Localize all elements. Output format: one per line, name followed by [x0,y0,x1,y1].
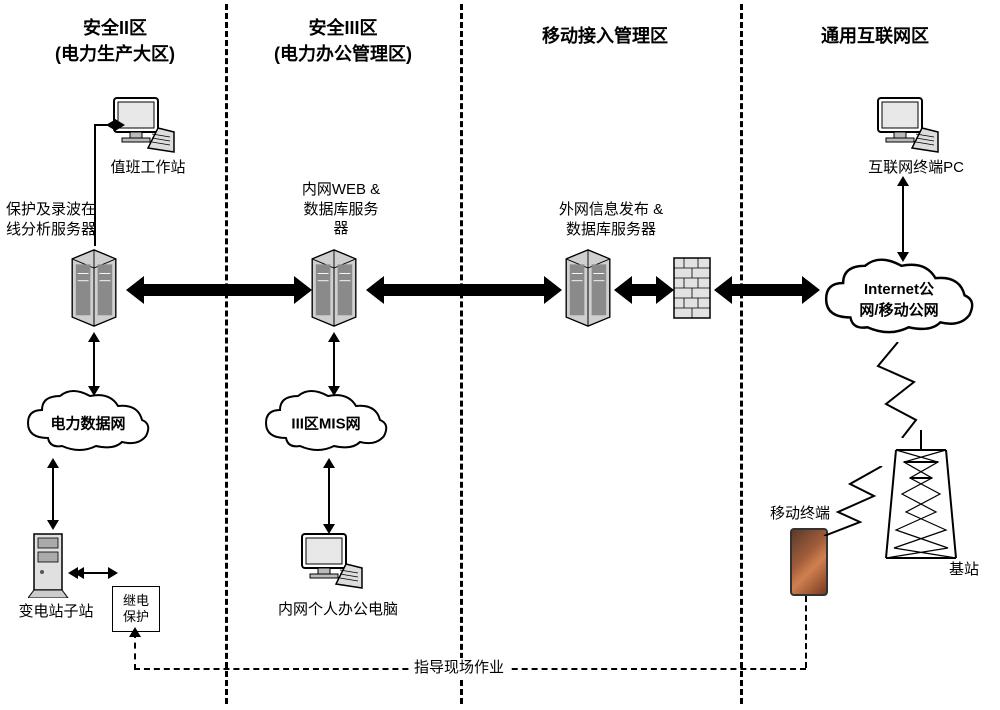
zone1-title: 安全II区 [83,18,147,38]
guidance-path-v2 [134,632,136,670]
zone-title-4: 通用互联网区 [760,22,990,48]
cloud3-text: Internet公 网/移动公网 [829,278,969,320]
zone4-title: 通用互联网区 [821,26,929,46]
arrow-cloud1-sub [52,468,54,520]
guidance-path-v1 [805,596,807,668]
zone2-sub: (电力办公管理区) [238,40,448,66]
internet-pc-icon [872,94,942,158]
zone-divider-3 [740,4,743,704]
server1-label: 保护及录波在 线分析服务器 [6,200,136,239]
zone-title-1: 安全II区 (电力生产大区) [10,14,220,66]
backbone-3-fw [632,284,656,296]
arrow-pc-cloud3 [902,186,904,252]
cloud-mis: III区MIS网 [256,388,396,458]
cloud2-text: III区MIS网 [266,413,386,434]
server2-label: 内网WEB & 数据库服务 器 [266,180,416,239]
radio-cloud-tower [858,342,938,438]
tower-label: 基站 [934,560,994,580]
arrow-cloud2-pc [328,468,330,524]
arrow-s2-cloud2 [333,342,335,386]
zone-divider-2 [460,4,463,704]
office-pc-label: 内网个人办公电脑 [248,600,428,620]
server3-icon [560,248,616,328]
backbone-1-2 [144,284,294,296]
zone2-title: 安全III区 [308,18,377,38]
cloud-power-data: 电力数据网 [18,388,158,458]
cloud1-text: 电力数据网 [28,413,148,434]
duty-ws-label: 值班工作站 [88,158,208,178]
server1-icon [66,248,122,328]
zone-title-3: 移动接入管理区 [480,22,730,48]
mobile-icon [790,528,828,596]
arrow-s1-cloud1 [93,342,95,386]
backbone-fw-cloud [732,284,802,296]
relay-box: 继电 保护 [112,586,160,632]
arrow-duty-head [106,119,116,131]
backbone-2-3 [384,284,544,296]
arrow-duty-elbow-v [94,124,96,246]
line-sub-relay [74,572,110,574]
zone1-sub: (电力生产大区) [10,40,220,66]
server2-icon [306,248,362,328]
guidance-arrow-head [129,627,141,637]
internet-pc-label: 互联网终端PC [846,158,986,178]
cloud-internet: Internet公 网/移动公网 [814,256,984,342]
bottom-note: 指导现场作业 [410,658,508,678]
zone-divider-1 [225,4,228,704]
substation-label: 变电站子站 [6,602,106,622]
zone3-title: 移动接入管理区 [542,26,668,46]
radio-tower-phone [820,466,890,536]
office-pc-icon [296,530,366,594]
firewall-icon [670,254,714,324]
server3-label: 外网信息发布 & 数据库服务器 [516,200,706,239]
zone-title-2: 安全III区 (电力办公管理区) [238,14,448,66]
substation-icon [28,528,72,598]
